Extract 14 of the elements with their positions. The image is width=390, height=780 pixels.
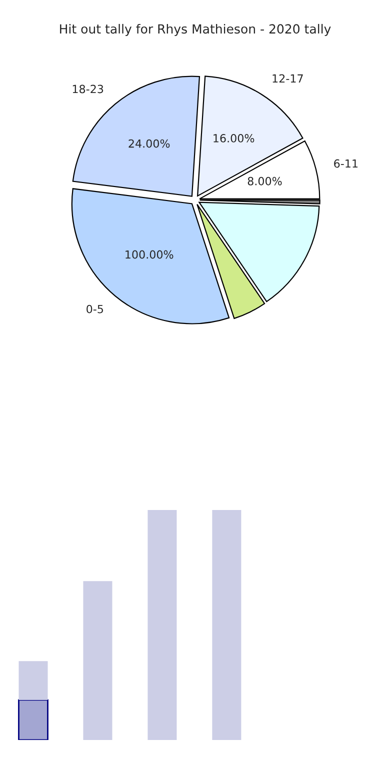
slice-label: 18-23	[72, 84, 104, 94]
data-label: 8.00%	[248, 176, 282, 186]
text: 100.00%	[126, 250, 174, 259]
bar	[18, 661, 48, 700]
chart-title: Hit out tally for Rhys Mathieson - 2020 tally	[60, 24, 331, 36]
data-label: 16.00%	[214, 134, 254, 142]
slice-label: 6-11	[334, 159, 358, 168]
data-label: 24.00%	[128, 139, 170, 148]
slice-label: 12-17	[272, 74, 303, 82]
bar	[212, 510, 242, 740]
bar	[18, 699, 48, 740]
bar	[148, 510, 177, 740]
slice-label: 0-5	[86, 304, 104, 314]
bar	[83, 581, 112, 740]
